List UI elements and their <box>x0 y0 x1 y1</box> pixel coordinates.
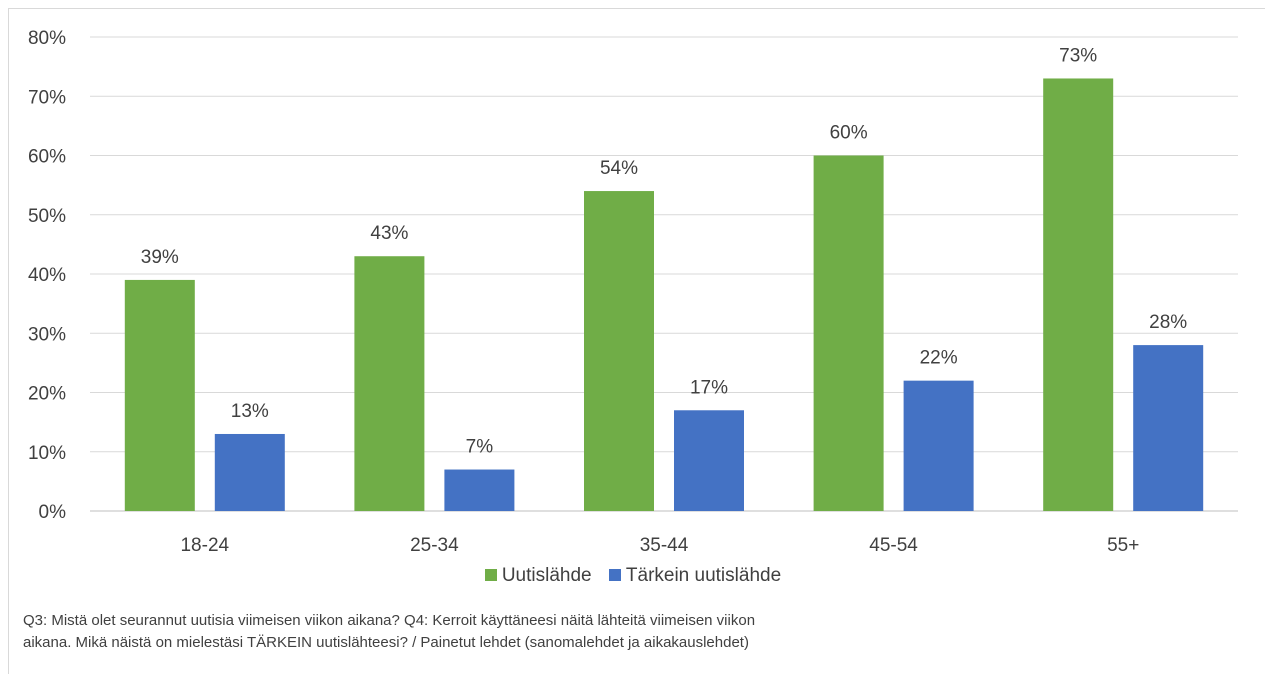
data-label: 43% <box>370 223 408 244</box>
bar <box>1043 78 1114 511</box>
bar-chart: 0% 10% 20% 30% 40% 50% 60% 70% 80% 39% 13% 43% 7% 54… <box>28 28 1238 556</box>
chart-frame <box>8 8 1265 674</box>
x-tick-label: 25-34 <box>410 535 459 556</box>
data-label: 60% <box>830 123 868 144</box>
footnote: Q3: Mistä olet seurannut uutisia viimeis… <box>23 610 1023 654</box>
footnote-line-1: Q3: Mistä olet seurannut uutisia viimeis… <box>23 612 756 629</box>
y-tick-label: 20% <box>28 384 66 405</box>
data-label: 73% <box>1059 45 1097 66</box>
y-tick-label: 50% <box>28 206 66 227</box>
bar <box>813 155 884 511</box>
bar <box>903 380 974 511</box>
x-tick-label: 35-44 <box>640 535 689 556</box>
data-labels: 39% 13% 43% 7% 54% 17% 60% 22% 73% 28% <box>141 45 1188 457</box>
data-label: 13% <box>231 401 269 422</box>
footnote-line-2: aikana. Mikä näistä on mielestäsi TÄRKEI… <box>23 634 749 651</box>
legend-label-uutislahde: Uutislähde <box>501 565 592 586</box>
y-tick-label: 70% <box>28 87 66 108</box>
bar <box>214 433 285 511</box>
x-tick-label: 55+ <box>1107 535 1139 556</box>
legend-label-tarkein-uutislahde: Tärkein uutislähde <box>625 565 782 586</box>
bars <box>124 78 1204 512</box>
x-tick-label: 45-54 <box>869 535 918 556</box>
data-label: 7% <box>466 437 494 458</box>
data-label: 39% <box>141 247 179 268</box>
bar <box>354 256 425 511</box>
y-axis-tick-labels: 0% 10% 20% 30% 40% 50% 60% 70% 80% <box>28 28 66 523</box>
legend-swatch-green <box>484 569 497 581</box>
x-tick-label: 18-24 <box>180 535 229 556</box>
legend-item-uutislahde: Uutislähde <box>484 565 592 587</box>
legend-item-tarkein-uutislahde: Tärkein uutislähde <box>608 565 782 587</box>
bar <box>444 469 515 511</box>
x-axis-tick-labels: 18-24 25-34 35-44 45-54 55+ <box>180 535 1139 556</box>
data-label: 54% <box>600 158 638 179</box>
bar <box>674 410 744 511</box>
legend: Uutislähde Tärkein uutislähde <box>0 565 1266 587</box>
bar <box>584 191 654 512</box>
bar <box>1133 345 1204 511</box>
y-tick-label: 30% <box>28 324 66 345</box>
legend-swatch-blue <box>608 569 621 581</box>
data-label: 17% <box>690 377 728 398</box>
y-tick-label: 80% <box>28 28 66 49</box>
data-label: 22% <box>920 348 958 369</box>
data-label: 28% <box>1149 312 1187 333</box>
y-tick-label: 40% <box>28 265 66 286</box>
bar <box>124 279 195 511</box>
y-tick-label: 10% <box>28 443 66 464</box>
y-tick-label: 0% <box>39 502 67 523</box>
y-tick-label: 60% <box>28 147 66 168</box>
